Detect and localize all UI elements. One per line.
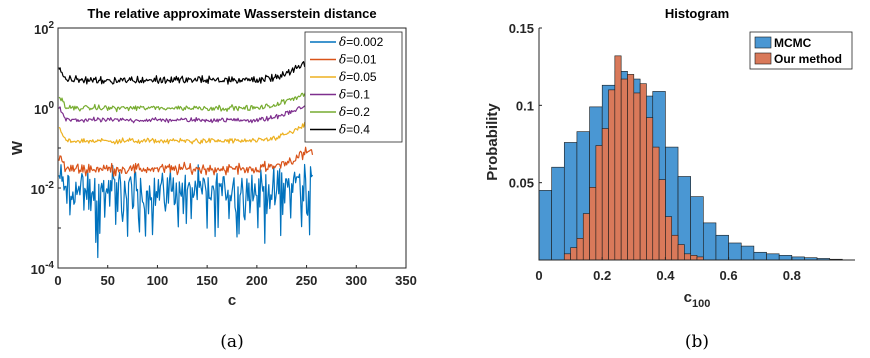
histogram-bar-mcmc (766, 253, 780, 261)
line-chart-legend-label: δ=0.002 (339, 35, 384, 49)
line-series-5 (58, 86, 313, 113)
line-chart-y-tick-label: 10-2 (31, 180, 55, 197)
histogram-legend-swatch (754, 36, 772, 49)
histogram-bar-our-method (665, 216, 673, 261)
line-chart-legend-label: δ=0.4 (339, 123, 370, 137)
histogram-x-tick-label: 0.8 (783, 268, 801, 283)
histogram-bar-our-method (570, 247, 578, 261)
histogram-bar-our-method (608, 89, 616, 261)
line-chart-legend-label: δ=0.1 (339, 88, 370, 102)
line-chart-x-tick-label: 200 (246, 273, 268, 288)
line-chart-x-tick-label: 300 (345, 273, 367, 288)
line-chart-x-tick-label: 150 (196, 273, 218, 288)
line-chart-legend-label: δ=0.05 (339, 70, 377, 84)
line-series-3 (58, 121, 313, 145)
histogram-y-tick-label: 0.15 (509, 21, 534, 36)
histogram-axes (538, 28, 855, 261)
histogram-bar-our-method (576, 238, 584, 261)
line-chart-x-tick-label: 50 (100, 273, 114, 288)
caption-b: (b) (685, 332, 709, 352)
histogram-bar-our-method (563, 253, 571, 261)
histogram-panel: Histogram 0 0.2 0.4 0.6 0.8 0.05 0.1 0.15 c100… (484, 6, 855, 310)
histogram-bar-mcmc (715, 234, 729, 261)
line-chart-y-tick-label: 100 (34, 100, 54, 117)
histogram-bar-mcmc (753, 251, 767, 261)
histogram-y-tick-label: 0.05 (509, 176, 534, 191)
histogram-legend-entries: MCMC Our method (754, 36, 842, 66)
histogram-bar-our-method (620, 78, 628, 261)
line-series-2 (58, 146, 314, 177)
histogram-bar-mcmc (740, 245, 755, 261)
line-series-6 (58, 56, 314, 85)
histogram-bar-our-method (684, 253, 691, 261)
histogram-bar-our-method (646, 117, 654, 261)
line-chart-panel: The relative approximate Wasserstein dis… (9, 6, 417, 309)
histogram-x-axis-label: c100 (684, 289, 711, 310)
line-chart-x-tick-label: 250 (296, 273, 318, 288)
histogram-title: Histogram (665, 6, 729, 21)
line-chart-y-tick-label: 102 (34, 20, 54, 37)
line-chart-x-tick-label: 350 (395, 273, 417, 288)
line-chart-legend-entries: δ=0.002 δ=0.01 δ=0.05 δ=0.1 δ=0.2 δ=0.4 (310, 35, 384, 137)
line-chart-x-axis-label: c (228, 292, 236, 309)
histogram-y-tick-label: 0.1 (516, 98, 534, 113)
histogram-bar-our-method (658, 179, 666, 261)
line-chart-series (58, 56, 314, 259)
histogram-bar-mcmc (538, 190, 552, 261)
histogram-bar-our-method (690, 255, 698, 261)
histogram-x-tick-label: 0.2 (593, 268, 611, 283)
line-chart-legend-box (304, 31, 403, 143)
line-chart-legend: δ=0.002 δ=0.01 δ=0.05 δ=0.1 δ=0.2 δ=0.4 (304, 31, 403, 143)
line-series-4 (58, 100, 313, 124)
histogram-bar-our-method (633, 92, 641, 261)
line-chart-legend-label: δ=0.01 (339, 53, 377, 67)
histogram-bar-our-method (671, 234, 679, 261)
line-chart-legend-label: δ=0.2 (339, 105, 370, 119)
line-chart-y-ticks: 10-4 10-2 100 102 (31, 20, 61, 277)
histogram-legend-label: MCMC (774, 36, 812, 50)
line-chart-title: The relative approximate Wasserstein dis… (87, 6, 376, 21)
histogram-legend-swatch (754, 52, 772, 65)
histogram-bar-mcmc (563, 142, 578, 261)
caption-a: (a) (220, 332, 243, 352)
histogram-bar-mcmc (690, 196, 704, 261)
histogram-y-ticks: 0.05 0.1 0.15 (509, 21, 542, 191)
histogram-x-tick-label: 0 (535, 268, 542, 283)
histogram-x-tick-label: 0.4 (656, 268, 675, 283)
histogram-bar-our-method (582, 213, 590, 261)
line-chart-frame (57, 27, 407, 269)
histogram-bar-our-method (589, 187, 597, 261)
histogram-bar-mcmc (778, 255, 793, 261)
histogram-x-tick-label: 0.6 (720, 268, 738, 283)
histogram-bar-our-method (627, 74, 635, 261)
histogram-y-axis-label: Probability (484, 103, 501, 181)
histogram-bar-our-method (639, 83, 647, 261)
histogram-bar-our-method (652, 146, 660, 261)
histogram-bar-our-method (601, 128, 609, 261)
line-chart-y-axis-label: W (9, 140, 26, 155)
line-chart-x-tick-label: 100 (147, 273, 169, 288)
histogram-x-ticks: 0 0.2 0.4 0.6 0.8 (535, 257, 801, 283)
histogram-legend-label: Our method (774, 52, 842, 66)
histogram-legend: MCMC Our method (749, 31, 853, 70)
histogram-bar-mcmc (551, 166, 565, 261)
histogram-bar-our-method (614, 55, 622, 261)
histogram-bar-our-method (595, 145, 603, 261)
histogram-bar-our-method (677, 244, 685, 261)
histogram-bar-mcmc (703, 222, 717, 261)
line-series-1 (58, 163, 314, 259)
line-chart-x-tick-label: 0 (54, 273, 61, 288)
histogram-bar-mcmc (728, 242, 742, 261)
line-chart-y-tick-label: 10-4 (31, 260, 55, 277)
line-chart-x-ticks: 0 50 100 150 200 250 300 350 (54, 265, 417, 288)
